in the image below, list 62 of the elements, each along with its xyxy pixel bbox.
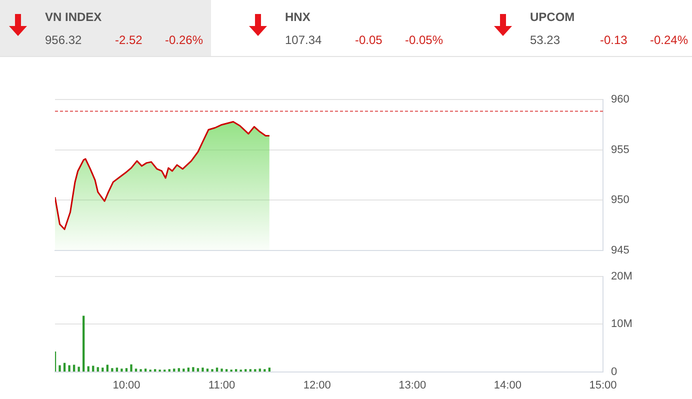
bar [96,367,99,372]
y-tick-label: 950 [611,194,630,206]
text: 107.34 [285,33,322,47]
text: -2.52 [115,33,142,47]
x-tick-label: 15:00 [589,379,617,392]
bar [235,369,238,372]
bar [258,368,261,372]
bar [168,369,170,372]
bar [225,369,228,372]
bar [216,368,218,372]
bar [58,365,61,372]
text: HNX [285,10,310,24]
bar [264,369,266,372]
bar [116,368,118,372]
bar [111,368,114,372]
bar [178,368,180,372]
bar [144,368,147,372]
bar [206,368,209,372]
bar [87,366,90,372]
y-tick-label: 955 [611,144,630,156]
bar [192,367,194,372]
text: -0.13 [600,33,628,47]
text: -0.24% [650,33,688,47]
y-tick-label: 0 [611,366,618,378]
bar [249,369,252,372]
bar [187,368,190,372]
text: VN INDEX [45,10,102,24]
bar [182,368,185,372]
bar [154,369,156,372]
bar [134,368,138,372]
bar [120,368,123,372]
bar [254,369,256,372]
bar [196,368,200,372]
x-tick-label: 11:00 [208,379,236,392]
y-tick-label: 945 [611,244,630,256]
y-tick-label: 20M [611,270,632,283]
text: 956.32 [45,33,82,47]
y-tick-label: 960 [611,94,630,106]
text: -0.05% [405,33,444,47]
text: -0.05 [355,33,382,47]
bar [68,365,70,372]
bar [173,368,176,372]
bar [244,369,247,372]
bar [130,364,132,372]
bar [140,369,142,372]
y-tick-label: 10M [611,318,632,330]
text: UPCOM [530,10,575,24]
bar [211,369,214,372]
bar [202,368,204,372]
x-tick-label: 12:00 [303,379,331,392]
text: -0.26% [165,33,204,47]
x-tick-label: 13:00 [398,379,426,392]
bar [268,368,271,372]
bar [220,368,223,372]
text: 53.23 [530,33,560,47]
x-tick-label: 14:00 [494,379,522,392]
bar [125,368,128,372]
bar [78,366,80,372]
bar [102,368,104,372]
bar [63,362,66,372]
x-tick-label: 10:00 [112,379,140,392]
bar [82,316,85,372]
